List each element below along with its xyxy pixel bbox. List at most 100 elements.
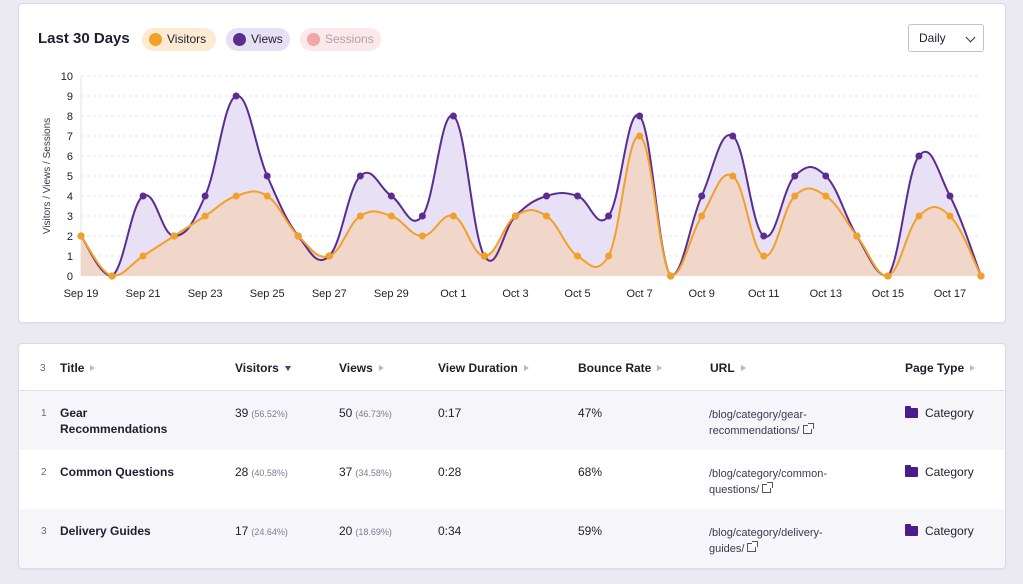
views-point (418, 212, 426, 220)
row-url-link[interactable]: /blog/category/delivery-guides/ (709, 525, 849, 557)
visitors-percent: (56.52%) (251, 409, 288, 419)
folder-icon (905, 406, 918, 418)
row-title: Delivery Guides (60, 524, 151, 538)
visitors-point (480, 252, 488, 260)
y-tick-label: 0 (67, 271, 73, 283)
legend-label-sessions: Sessions (325, 32, 374, 46)
x-tick-label: Oct 9 (689, 288, 715, 300)
y-axis-label: Visitors / Views / Sessions (42, 118, 53, 234)
legend-label-visitors: Visitors (167, 32, 207, 46)
views-point (915, 152, 923, 160)
x-tick-label: Sep 25 (250, 288, 285, 300)
column-header-view-duration[interactable]: View Duration (438, 361, 529, 375)
column-header-visitors[interactable]: Visitors (235, 361, 291, 375)
chart-title: Last 30 Days (38, 30, 130, 47)
row-page-type: Category (905, 406, 974, 420)
visitors-point (791, 192, 799, 200)
range-select-value: Daily (919, 31, 946, 45)
views-area (81, 95, 981, 276)
row-view-duration: 0:28 (438, 465, 462, 479)
folder-icon (905, 524, 918, 536)
row-url-text: /blog/category/common-questions/ (709, 468, 827, 496)
sessions-dot-icon (307, 33, 320, 46)
sort-icon (378, 365, 384, 371)
visitors-percent: (24.64%) (251, 527, 288, 537)
visitors-point (294, 232, 302, 240)
row-url-link[interactable]: /blog/category/gear-recommendations/ (709, 407, 849, 439)
x-tick-label: Oct 15 (872, 288, 904, 300)
row-bounce-rate: 47% (578, 406, 603, 420)
column-header-title[interactable]: Title (60, 361, 96, 375)
visitors-point (356, 212, 364, 220)
visitors-point (511, 212, 519, 220)
external-link-icon[interactable] (762, 482, 774, 493)
x-tick-label: Sep 29 (374, 288, 409, 300)
row-url-text: /blog/category/delivery-guides/ (709, 527, 823, 555)
column-header-views-label: Views (339, 361, 373, 375)
visitors-point (636, 132, 644, 140)
sort-icon (740, 365, 746, 371)
visitors-point (139, 252, 147, 260)
page-type-label: Category (925, 465, 974, 479)
row-title: Common Questions (60, 465, 175, 479)
column-header-page-type[interactable]: Page Type (905, 361, 976, 375)
table-row: 2 Common Questions 28 (40.58%) 37 (34.58%)… (19, 450, 1005, 509)
views-point (232, 92, 240, 100)
column-header-url[interactable]: URL (710, 361, 746, 375)
visitors-point (760, 252, 768, 260)
x-tick-label: Sep 19 (64, 288, 99, 300)
visitors-point (853, 232, 861, 240)
column-header-url-label: URL (710, 361, 735, 375)
folder-icon (905, 465, 918, 477)
external-link-icon[interactable] (747, 541, 759, 552)
row-title: Gear Recommendations (60, 406, 168, 436)
row-views: 37 (34.58%) (339, 465, 392, 479)
visitors-point (170, 232, 178, 240)
row-visitors: 17 (24.64%) (235, 524, 288, 538)
views-point (356, 172, 364, 180)
y-tick-label: 8 (67, 111, 73, 123)
visitors-dot-icon (149, 33, 162, 46)
visitors-point (543, 212, 551, 220)
views-point (449, 112, 457, 120)
row-view-duration: 0:17 (438, 406, 462, 420)
sort-icon (90, 365, 96, 371)
table-row: 1 Gear Recommendations 39 (56.52%) 50 (46.… (19, 391, 1005, 450)
row-visitors: 39 (56.52%) (235, 406, 288, 420)
pages-table: 3 Title Visitors Views View Duration Bou… (18, 343, 1006, 569)
row-views: 50 (46.73%) (339, 406, 392, 420)
visitors-point (263, 192, 271, 200)
page-type-label: Category (925, 406, 974, 420)
traffic-chart-card: Last 30 Days Visitors Views Sessions Dai… (18, 3, 1006, 323)
column-header-bounce-rate[interactable]: Bounce Rate (578, 361, 663, 375)
views-dot-icon (233, 33, 246, 46)
row-views: 20 (18.69%) (339, 524, 392, 538)
page-type-label: Category (925, 524, 974, 538)
legend-toggle-views[interactable]: Views (226, 28, 290, 51)
range-select[interactable]: Daily (908, 24, 984, 52)
row-number: 2 (41, 467, 47, 478)
x-tick-label: Oct 11 (748, 288, 780, 300)
visitors-point (201, 212, 209, 220)
x-tick-label: Sep 21 (126, 288, 161, 300)
column-header-views[interactable]: Views (339, 361, 384, 375)
visitors-value: 39 (235, 406, 249, 420)
row-url-link[interactable]: /blog/category/common-questions/ (709, 466, 849, 498)
views-percent: (34.58%) (355, 468, 392, 478)
views-point (201, 192, 209, 200)
views-point (387, 192, 395, 200)
traffic-area-chart: 0 1 2 3 4 5 6 7 8 9 10 Visitors / Views / Sessions S… (42, 71, 985, 300)
visitors-point (822, 192, 830, 200)
row-bounce-rate: 59% (578, 524, 603, 538)
legend-toggle-sessions[interactable]: Sessions (300, 28, 381, 51)
y-tick-label: 10 (61, 71, 73, 83)
row-count: 3 (40, 363, 46, 374)
legend-toggle-visitors[interactable]: Visitors (142, 28, 216, 51)
column-header-view-duration-label: View Duration (438, 361, 518, 375)
visitors-point (325, 252, 333, 260)
row-number: 1 (41, 408, 47, 419)
views-point (760, 232, 768, 240)
x-tick-label: Oct 1 (440, 288, 466, 300)
x-tick-label: Oct 17 (934, 288, 966, 300)
external-link-icon[interactable] (802, 423, 814, 434)
